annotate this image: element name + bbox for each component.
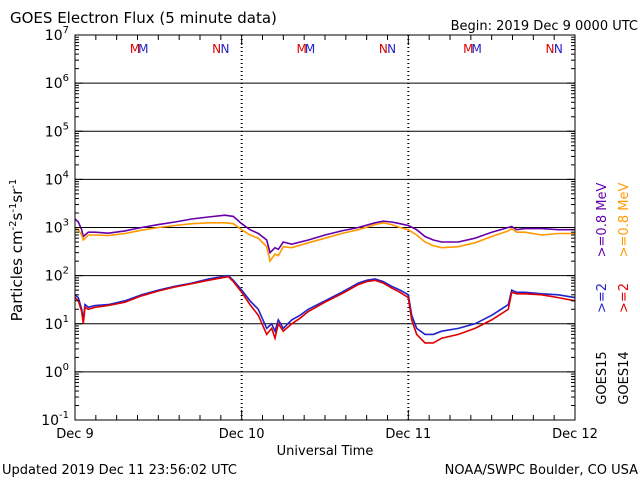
begin-label: Begin: 2019 Dec 9 0000 UTC [451, 19, 638, 34]
series-line [74, 275, 576, 344]
x-tick-layer: Dec 9 Dec 10 Dec 11 Dec 12 [56, 35, 598, 442]
mn-marker: N [387, 42, 396, 56]
mn-marker: N [554, 42, 563, 56]
series-line [74, 221, 575, 264]
mn-marker: N [379, 42, 388, 56]
legend-satellite: GOES15 [595, 351, 610, 404]
legend-energy: >=0.8 MeV [617, 183, 632, 258]
mn-marker: N [546, 42, 555, 56]
updated-label: Updated 2019 Dec 11 23:56:02 UTC [2, 463, 237, 478]
mn-marker: M [138, 42, 148, 56]
y-axis-label: Particles cm-2s-1sr-1 [8, 179, 26, 322]
x-tick-label: Dec 11 [385, 427, 431, 442]
grid-layer [75, 35, 575, 420]
mn-marker: N [221, 42, 230, 56]
mn-marker: M [471, 42, 481, 56]
mn-marker: M [130, 42, 140, 56]
series-line [74, 214, 575, 255]
legend-satellite: GOES14 [617, 351, 632, 404]
y-tick-label: 103 [45, 218, 69, 237]
y-tick-label: 101 [45, 314, 69, 333]
x-tick-label: Dec 10 [219, 427, 265, 442]
y-tick-label: 10-1 [41, 410, 69, 429]
y-tick-label: 104 [45, 169, 69, 188]
legend-energy: >=0.8 MeV [595, 183, 610, 258]
y-tick-label: 100 [45, 362, 69, 381]
series-layer [74, 214, 576, 344]
x-axis-label: Universal Time [277, 444, 374, 459]
credit-label: NOAA/SWPC Boulder, CO USA [445, 463, 638, 478]
y-tick-label: 102 [45, 266, 69, 285]
legend-energy-2mev: >=2 [617, 283, 632, 313]
y-tick-label: 106 [45, 73, 69, 92]
mn-marker: N [212, 42, 221, 56]
mn-marker-layer: MM N N MM N N MM N N [130, 42, 563, 56]
mn-marker: M [305, 42, 315, 56]
legend-energy-2mev: >=2 [595, 283, 610, 313]
y-tick-layer: 10-1 100 101 102 103 104 105 106 107 [41, 25, 575, 429]
y-tick-label: 107 [45, 25, 69, 44]
series-line [74, 274, 576, 336]
right-legend: >=0.8 MeV >=2 GOES14 >=0.8 MeV >=2 GOES15 [595, 183, 632, 405]
chart-title: GOES Electron Flux (5 minute data) [10, 9, 277, 27]
mn-marker: M [296, 42, 306, 56]
x-tick-label: Dec 12 [552, 427, 598, 442]
x-tick-label: Dec 9 [56, 427, 94, 442]
mn-marker: M [463, 42, 473, 56]
y-tick-label: 105 [45, 121, 69, 140]
